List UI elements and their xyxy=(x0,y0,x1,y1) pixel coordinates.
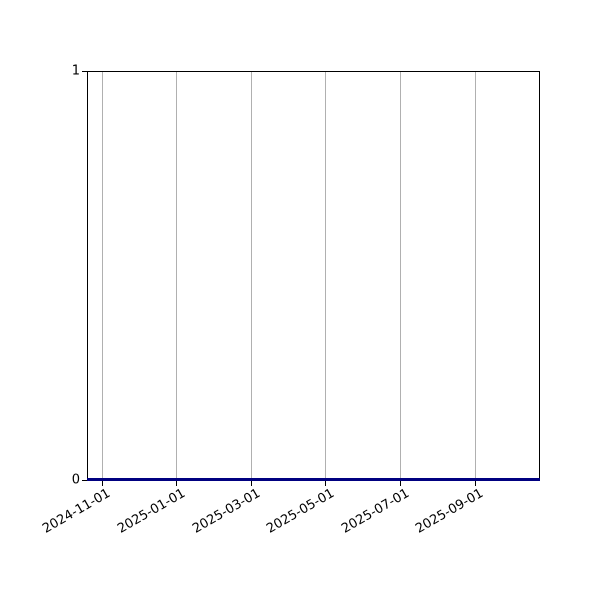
plot-area xyxy=(87,71,540,480)
series-line xyxy=(87,478,540,481)
vertical-gridline xyxy=(176,72,178,479)
x-tick-label: 2025-01-01 xyxy=(115,486,189,537)
x-tick-label: 2024-11-01 xyxy=(40,486,114,537)
vertical-gridline xyxy=(250,72,252,479)
x-tick-label: 2025-07-01 xyxy=(338,486,412,537)
x-tick-label: 2025-03-01 xyxy=(189,486,263,537)
x-tick-mark xyxy=(399,481,401,486)
y-tick-label-1: 1 xyxy=(71,63,80,79)
x-tick-mark xyxy=(474,481,476,486)
vertical-gridline xyxy=(325,72,327,479)
vertical-gridline xyxy=(101,72,103,479)
y-tick-mark xyxy=(82,70,87,72)
x-tick-mark xyxy=(176,481,178,486)
vertical-gridline xyxy=(474,72,476,479)
x-tick-mark xyxy=(101,481,103,486)
y-tick-mark xyxy=(82,479,87,481)
x-tick-label: 2025-05-01 xyxy=(264,486,338,537)
y-tick-label-0: 0 xyxy=(71,472,80,488)
x-tick-mark xyxy=(250,481,252,486)
vertical-gridline xyxy=(399,72,401,479)
x-tick-label: 2025-09-01 xyxy=(413,486,487,537)
x-tick-mark xyxy=(325,481,327,486)
